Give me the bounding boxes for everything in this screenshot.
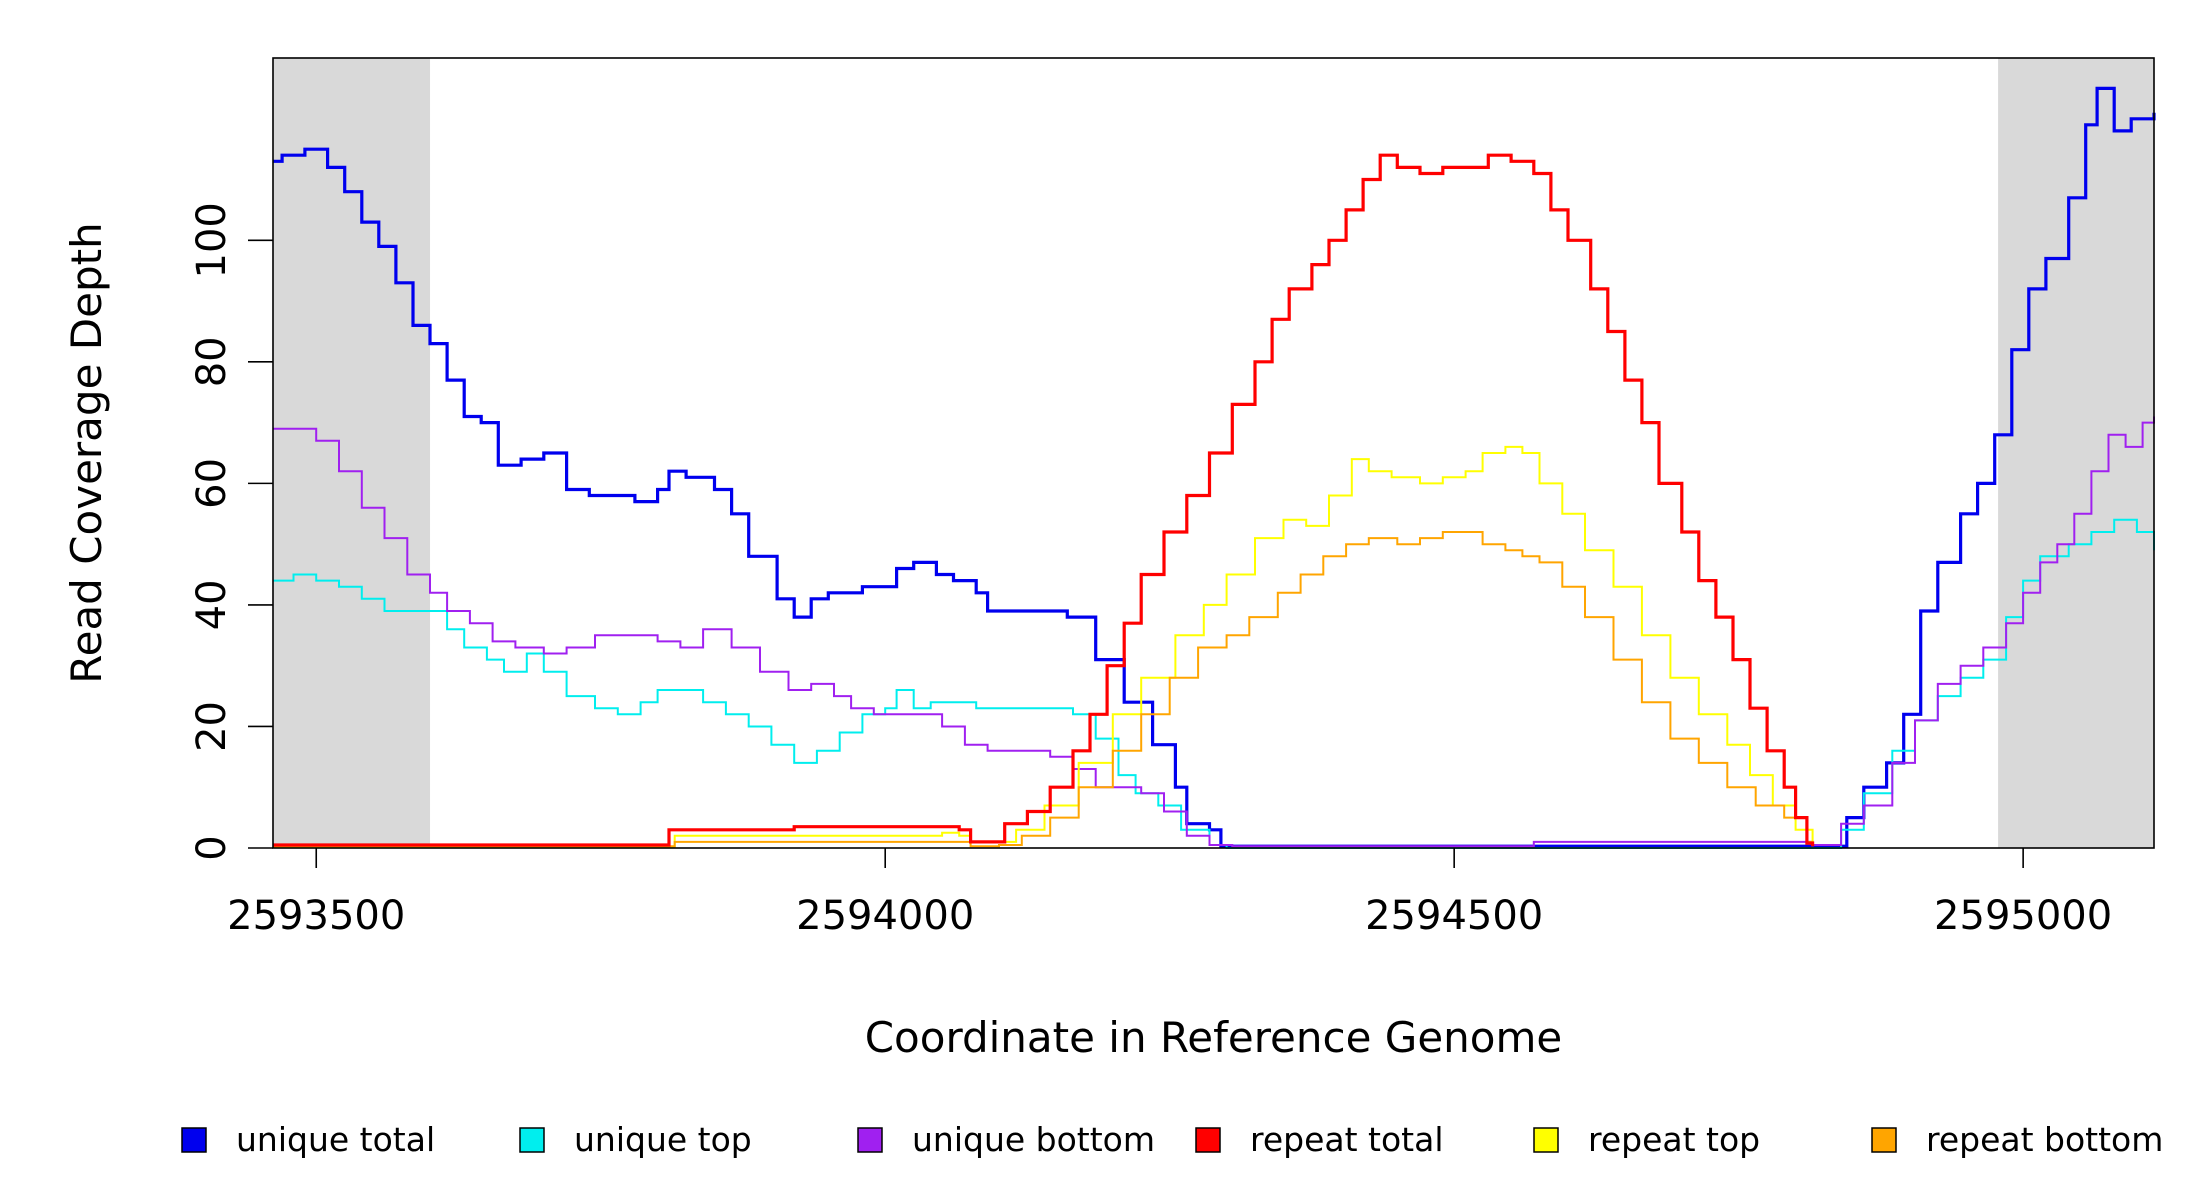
x-axis-title: Coordinate in Reference Genome	[865, 1013, 1563, 1062]
series-unique-bottom	[273, 416, 2155, 848]
legend-swatch-repeat-bottom	[1871, 1127, 1897, 1153]
series-repeat-total	[273, 153, 1815, 847]
legend-swatch-repeat-total	[1195, 1127, 1221, 1153]
series-repeat-top	[273, 445, 1814, 848]
x-tick-label: 2594500	[1365, 893, 1543, 939]
x-axis: 2593500 2594000 2594500 2595000	[227, 848, 2112, 939]
legend-swatch-unique-total	[181, 1127, 207, 1153]
x-tick-label: 2595000	[1934, 893, 2112, 939]
y-tick-label: 40	[189, 579, 235, 630]
x-tick-label: 2593500	[227, 893, 405, 939]
legend-swatch-unique-top	[519, 1127, 545, 1153]
y-tick-label: 60	[189, 458, 235, 509]
series-unique-top	[273, 518, 2155, 849]
x-tick-label: 2594000	[796, 893, 974, 939]
y-tick-label: 100	[189, 202, 235, 278]
shaded-region-2	[1998, 58, 2154, 848]
y-tick-label: 80	[189, 336, 235, 387]
legend-swatch-unique-bottom	[857, 1127, 883, 1153]
y-axis-title: Read Coverage Depth	[62, 222, 111, 683]
plot-frame	[272, 57, 2155, 849]
series-lines	[273, 86, 2156, 849]
legend-swatch-repeat-top	[1533, 1127, 1559, 1153]
legend-label-repeat-bottom: repeat bottom	[1926, 1120, 2163, 1159]
series-unique-total	[273, 86, 2156, 848]
legend-label-unique-bottom: unique bottom	[912, 1120, 1155, 1159]
y-tick-label: 20	[189, 701, 235, 752]
y-axis: 0 20 40 60 80 100	[189, 202, 273, 861]
legend-label-repeat-top: repeat top	[1588, 1120, 1760, 1159]
shaded-region-1	[273, 58, 431, 848]
legend-label-repeat-total: repeat total	[1250, 1120, 1444, 1159]
series-repeat-bottom	[273, 531, 1814, 848]
legend-label-unique-top: unique top	[574, 1120, 752, 1159]
legend: unique total unique top unique bottom repea…	[181, 1120, 2163, 1159]
excluded-regions	[273, 58, 2154, 848]
legend-label-unique-total: unique total	[236, 1120, 435, 1159]
y-tick-label: 0	[189, 835, 235, 860]
